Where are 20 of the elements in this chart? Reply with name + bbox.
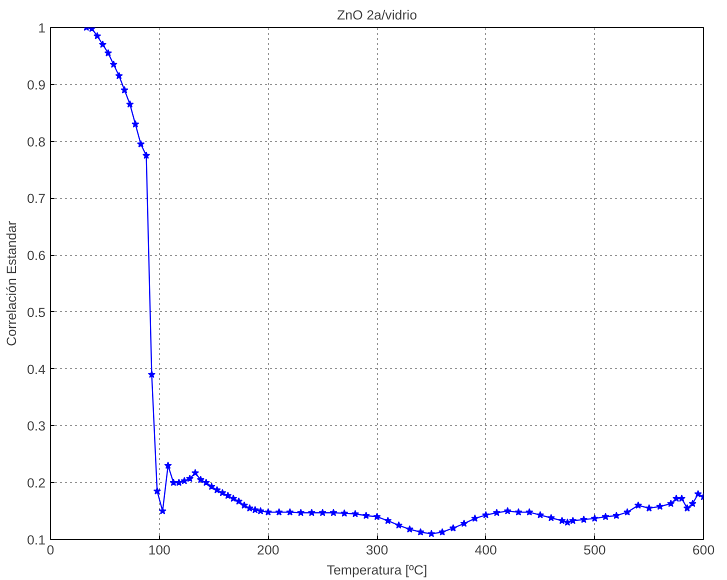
y-tick-label: 0.9 — [26, 77, 46, 92]
x-tick-label: 600 — [692, 542, 715, 558]
x-tick-label: 500 — [584, 542, 606, 558]
y-tick-label: 0.1 — [26, 532, 46, 548]
y-tick-label: 1 — [38, 20, 46, 36]
y-tick-label: 0.7 — [26, 191, 46, 206]
y-tick-label: 0.8 — [26, 134, 46, 150]
x-tick-label: 100 — [148, 542, 170, 558]
y-axis-title: Correlación Estandar — [4, 220, 19, 346]
y-tick-label: 0.2 — [26, 476, 46, 491]
x-tick-label: 0 — [46, 542, 54, 558]
chart-title: ZnO 2a/vidrio — [337, 8, 418, 22]
x-tick-label: 400 — [474, 542, 497, 558]
y-tick-label: 0.5 — [26, 304, 46, 320]
x-tick-label: 300 — [366, 542, 388, 558]
y-tick-label: 0.4 — [26, 362, 46, 377]
x-tick-label: 200 — [257, 542, 280, 558]
x-axis-title: Temperatura [ºC] — [326, 562, 428, 578]
y-tick-label: 0.3 — [26, 418, 46, 434]
y-tick-label: 0.6 — [26, 248, 46, 264]
